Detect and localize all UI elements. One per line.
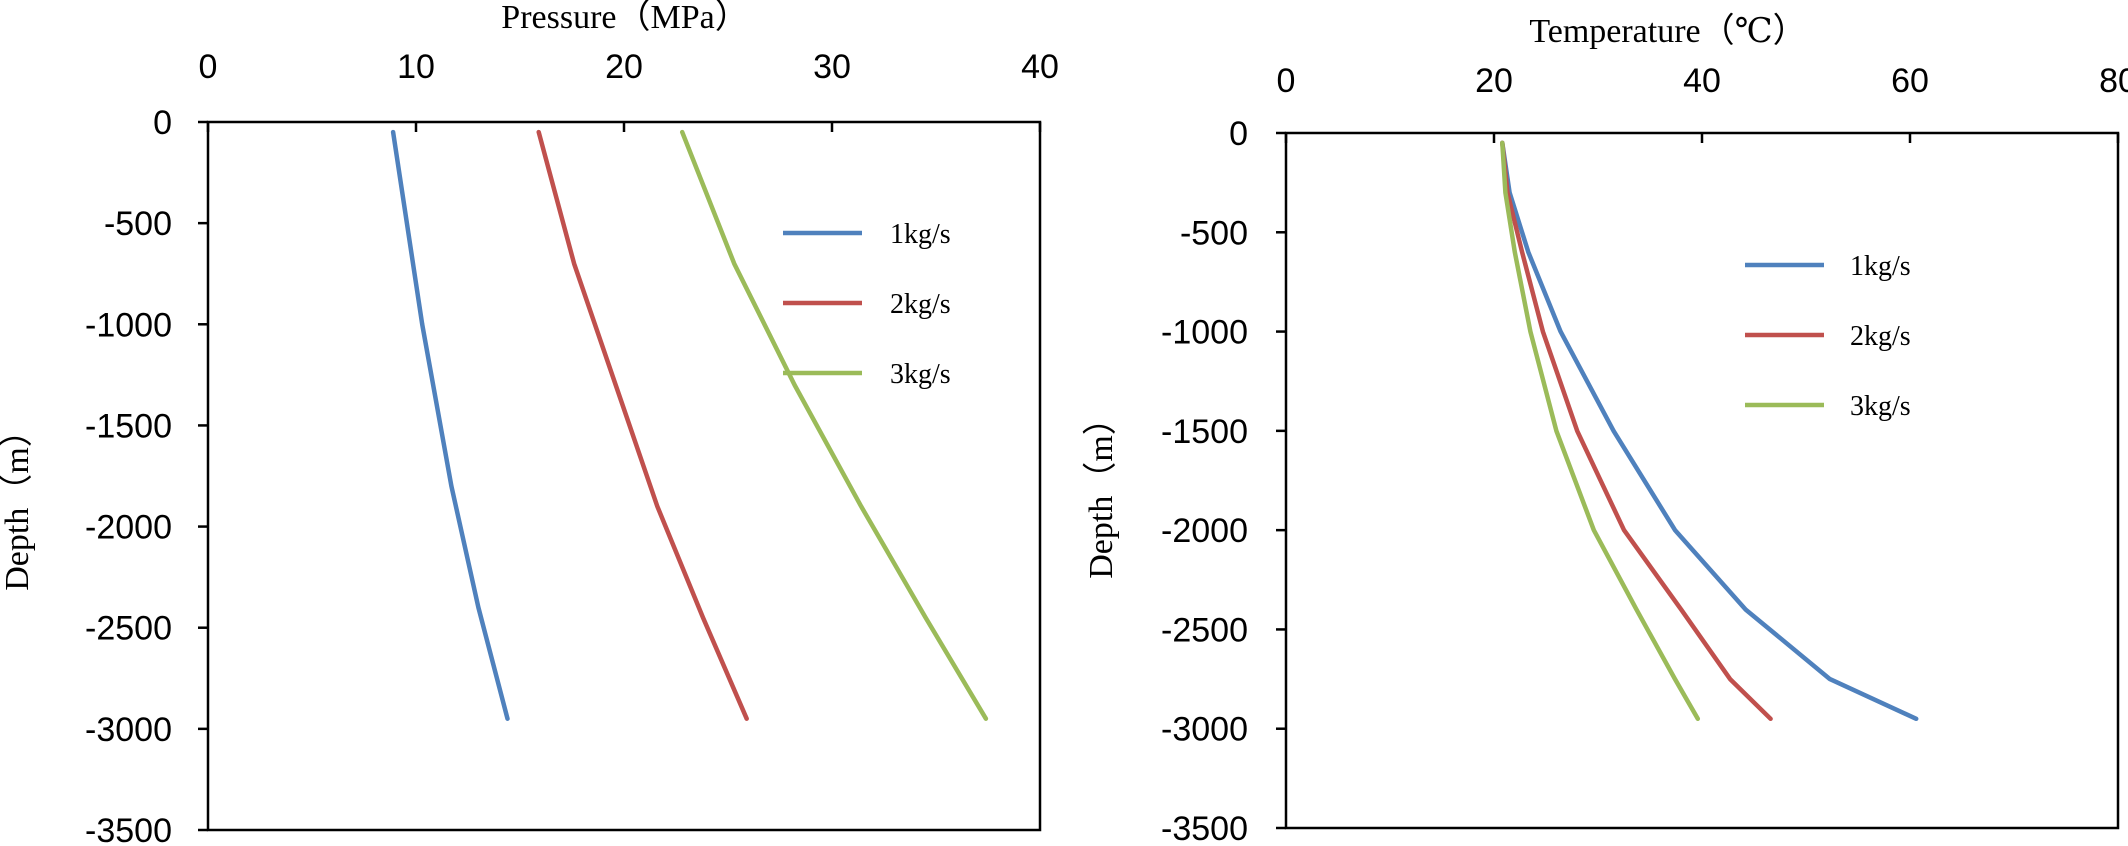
- pressure-legend-label-2: 2kg/s: [890, 289, 951, 320]
- temperature-legend: 1kg/s 2kg/s 3kg/s: [1745, 251, 1911, 422]
- pressure-x-tick-label: 30: [813, 48, 851, 86]
- temperature-y-tick-label: -1500: [1161, 413, 1248, 451]
- temperature-y-tick-label: -2000: [1161, 512, 1248, 550]
- temperature-y-ticks: 0 -500 -1000 -1500 -2000 -2500 -3000 -3500: [1161, 115, 1286, 846]
- pressure-y-tick-label: 0: [153, 104, 172, 142]
- temperature-x-ticks: 0 20 40 60 80: [1277, 62, 2128, 143]
- temperature-x-tick-label: 20: [1475, 62, 1513, 100]
- temperature-plot-frame: [1284, 131, 2120, 830]
- temperature-x-tick-label: 40: [1683, 62, 1721, 100]
- temperature-y-tick-label: -3000: [1161, 711, 1248, 749]
- temperature-chart: Temperature（℃） Depth（m） 0 -500 -1000 -1500 -…: [1082, 12, 2128, 846]
- temperature-y-tick-label: -500: [1180, 214, 1248, 252]
- temperature-x-tick-label: 0: [1277, 62, 1296, 100]
- pressure-x-axis-title: Pressure（MPa）: [501, 0, 748, 36]
- temperature-x-axis-title: Temperature（℃）: [1529, 12, 1806, 50]
- pressure-x-ticks: 0 10 20 30 40: [199, 48, 1059, 132]
- temperature-x-tick-label: 60: [1891, 62, 1929, 100]
- temperature-series: [1500, 140, 1919, 722]
- pressure-series: [390, 129, 989, 721]
- temperature-y-tick-label: 0: [1229, 115, 1248, 153]
- temperature-y-axis-title: Depth（m）: [1082, 401, 1120, 579]
- pressure-y-tick-label: -1500: [85, 407, 172, 445]
- temperature-legend-label-1: 1kg/s: [1850, 251, 1911, 282]
- pressure-x-tick-label: 40: [1021, 48, 1059, 86]
- pressure-y-tick-label: -3000: [85, 711, 172, 749]
- temperature-series-line-1: [1500, 140, 1919, 722]
- temperature-y-tick-label: -1000: [1161, 314, 1248, 352]
- pressure-y-tick-label: -3500: [85, 812, 172, 846]
- pressure-legend-label-1: 1kg/s: [890, 219, 951, 250]
- pressure-y-tick-label: -2500: [85, 610, 172, 648]
- pressure-chart: Pressure（MPa） Depth（m） 0 -500 -1000 -1500 -2…: [0, 0, 1059, 846]
- pressure-series-line-3: [679, 129, 989, 721]
- temperature-series-line-2: [1500, 140, 1773, 722]
- temperature-y-tick-label: -3500: [1161, 810, 1248, 846]
- pressure-series-line-1: [390, 129, 510, 721]
- pressure-legend: 1kg/s 2kg/s 3kg/s: [783, 219, 951, 390]
- pressure-x-tick-label: 0: [199, 48, 218, 86]
- pressure-series-line-2: [536, 129, 749, 721]
- pressure-x-tick-label: 10: [397, 48, 435, 86]
- temperature-legend-label-3: 3kg/s: [1850, 391, 1911, 422]
- temperature-y-tick-label: -2500: [1161, 611, 1248, 649]
- pressure-y-tick-label: -2000: [85, 509, 172, 547]
- temperature-series-line-3: [1500, 140, 1701, 722]
- pressure-legend-label-3: 3kg/s: [890, 359, 951, 390]
- pressure-y-ticks: 0 -500 -1000 -1500 -2000 -2500 -3000 -3500: [85, 104, 208, 846]
- pressure-y-tick-label: -500: [104, 205, 172, 243]
- temperature-legend-label-2: 2kg/s: [1850, 321, 1911, 352]
- pressure-y-tick-label: -1000: [85, 306, 172, 344]
- pressure-x-tick-label: 20: [605, 48, 643, 86]
- temperature-x-tick-label: 80: [2099, 62, 2128, 100]
- pressure-y-axis-title: Depth（m）: [0, 413, 36, 591]
